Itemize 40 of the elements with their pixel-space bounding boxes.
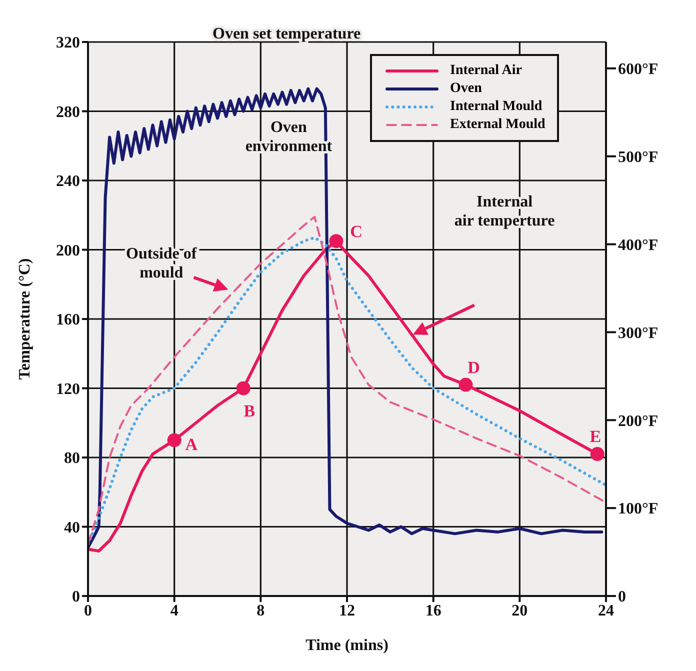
point (590, 447, 604, 462)
point (167, 433, 182, 448)
y-tick-label: 280 (56, 104, 80, 121)
y2-tick-label: 600°F (618, 61, 658, 78)
x-tick-label: 16 (425, 602, 442, 620)
point (236, 381, 250, 396)
legend-label: External Mould (450, 117, 546, 133)
x-tick-label: 24 (598, 602, 614, 620)
y-axis-title: Temperature (°C) (16, 258, 34, 380)
y-tick-label: 0 (72, 588, 80, 606)
legend-label: Oven (450, 81, 482, 97)
y-tick-label: 320 (56, 34, 80, 52)
y-tick-label: 40 (64, 519, 80, 536)
annotation: C (350, 222, 362, 242)
annotation: Oven set temperature (212, 26, 361, 43)
y-tick-label: 240 (56, 173, 80, 190)
legend-label: Internal Mould (450, 99, 542, 115)
x-tick-label: 12 (339, 602, 355, 620)
y2-tick-label: 300°F (618, 324, 658, 342)
x-tick-label: 20 (512, 602, 528, 620)
y2-tick-label: 0 (618, 588, 626, 606)
y2-tick-label: 200°F (618, 412, 658, 430)
x-tick-label: 8 (256, 602, 265, 620)
annotation: A (185, 435, 198, 454)
x-axis-title: Time (mins) (306, 637, 388, 654)
y-tick-label: 200 (56, 242, 80, 260)
annotation: E (590, 427, 602, 446)
annotation: D (468, 358, 480, 377)
point (458, 378, 473, 392)
y2-tick-label: 100°F (618, 500, 658, 518)
legend-label: Internal Air (450, 63, 522, 79)
x-tick-label: 4 (170, 602, 178, 620)
point (329, 234, 344, 248)
y-tick-label: 120 (56, 380, 80, 398)
y-tick-label: 160 (56, 312, 80, 329)
y2-tick-label: 400°F (618, 236, 658, 254)
annotation: B (244, 401, 256, 420)
x-tick-label: 0 (84, 602, 92, 620)
y-tick-label: 80 (64, 450, 80, 468)
y2-tick-label: 500°F (618, 148, 658, 166)
